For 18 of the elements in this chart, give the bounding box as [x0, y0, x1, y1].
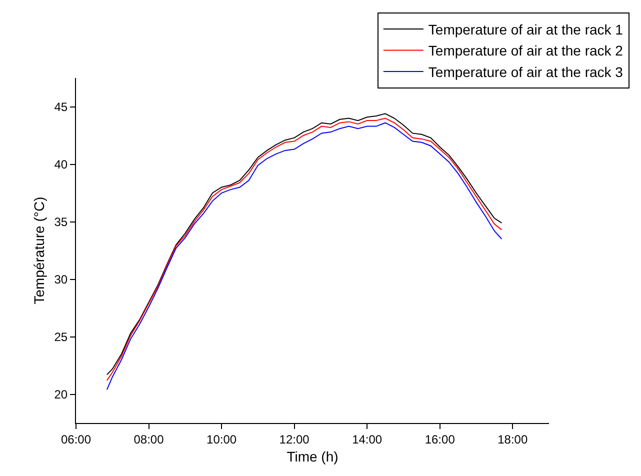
x-tick-label: 06:00 — [60, 432, 92, 446]
y-axis-title: Température (°C) — [30, 196, 47, 304]
x-tick-label: 16:00 — [424, 432, 456, 446]
y-tick-label: 20 — [54, 387, 68, 402]
x-tick-label: 18:00 — [498, 432, 528, 446]
x-tick-label: 10:00 — [206, 432, 237, 446]
x-tick-label: 12:00 — [279, 432, 310, 446]
legend-label: Temperature of air at the rack 2 — [428, 42, 624, 59]
y-tick-label: 45 — [54, 100, 68, 114]
legend-label: Temperature of air at the rack 3 — [428, 64, 624, 80]
legend-label: Temperature of air at the rack 1 — [428, 22, 624, 38]
x-tick-label: 08:00 — [134, 432, 164, 446]
x-tick-label: 14:00 — [352, 432, 382, 446]
x-axis-title: Time (h) — [286, 448, 338, 465]
y-tick-label: 30 — [54, 272, 68, 286]
y-tick-label: 25 — [54, 330, 68, 344]
y-tick-label: 35 — [54, 214, 68, 229]
y-tick-label: 40 — [54, 157, 68, 172]
